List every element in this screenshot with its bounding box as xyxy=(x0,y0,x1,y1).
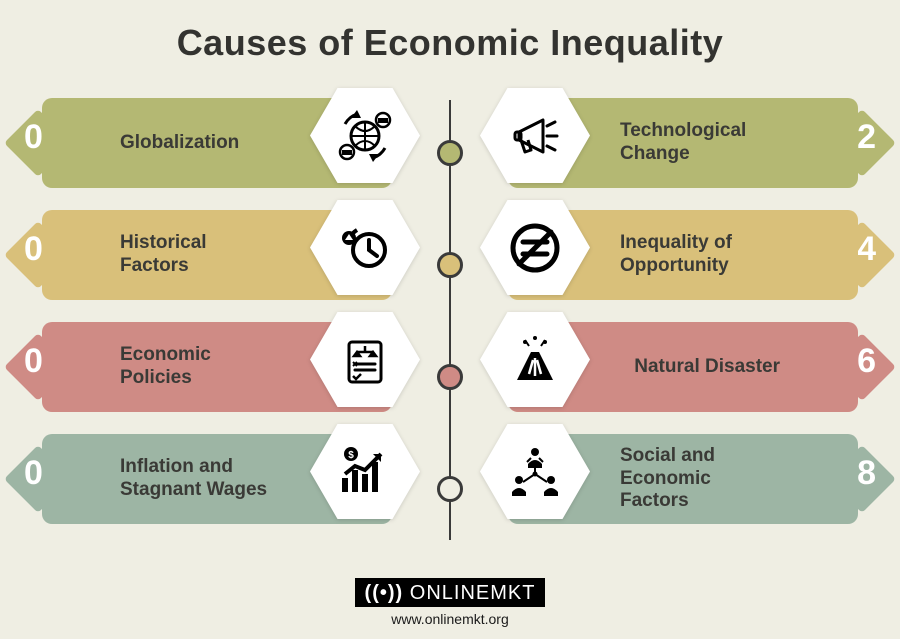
social-icon xyxy=(507,444,563,500)
hexagon xyxy=(310,200,420,295)
hexagon xyxy=(310,88,420,183)
card-label: Inequality of Opportunity xyxy=(620,232,780,278)
card-label: Economic Policies xyxy=(120,344,280,390)
footer: ((•)) ONLINEMKT www.onlinemkt.org xyxy=(0,578,900,627)
megaphone-icon xyxy=(507,108,563,164)
inflation-icon xyxy=(337,444,393,500)
card-label: Inflation and Stagnant Wages xyxy=(120,456,280,502)
hexagon xyxy=(480,312,590,407)
volcano-icon xyxy=(507,332,563,388)
hexagon xyxy=(480,88,590,183)
hexagon xyxy=(480,200,590,295)
card-label: Technological Change xyxy=(620,120,780,166)
card-label: Historical Factors xyxy=(120,232,280,278)
hexagon xyxy=(480,424,590,519)
rows-container: 01 Globalization 02 Technological Change… xyxy=(0,90,900,538)
hexagon xyxy=(310,424,420,519)
card-label: Social and Economic Factors xyxy=(620,445,780,513)
brand-logo: ((•)) ONLINEMKT xyxy=(355,578,546,607)
hexagon xyxy=(310,312,420,407)
card-label: Natural Disaster xyxy=(634,356,780,379)
not-equal-icon xyxy=(507,220,563,276)
card-label: Globalization xyxy=(120,132,239,155)
history-icon xyxy=(337,220,393,276)
globalization-icon xyxy=(337,108,393,164)
policy-icon xyxy=(337,332,393,388)
row: 03 Historical Factors 04 Inequality of O… xyxy=(0,202,900,314)
row: 01 Globalization 02 Technological Change xyxy=(0,90,900,202)
page-title: Causes of Economic Inequality xyxy=(0,0,900,64)
row: 05 Economic Policies 06 Natural Disaster xyxy=(0,314,900,426)
row: 07 Inflation and Stagnant Wages 08 Socia… xyxy=(0,426,900,538)
footer-url: www.onlinemkt.org xyxy=(0,611,900,627)
